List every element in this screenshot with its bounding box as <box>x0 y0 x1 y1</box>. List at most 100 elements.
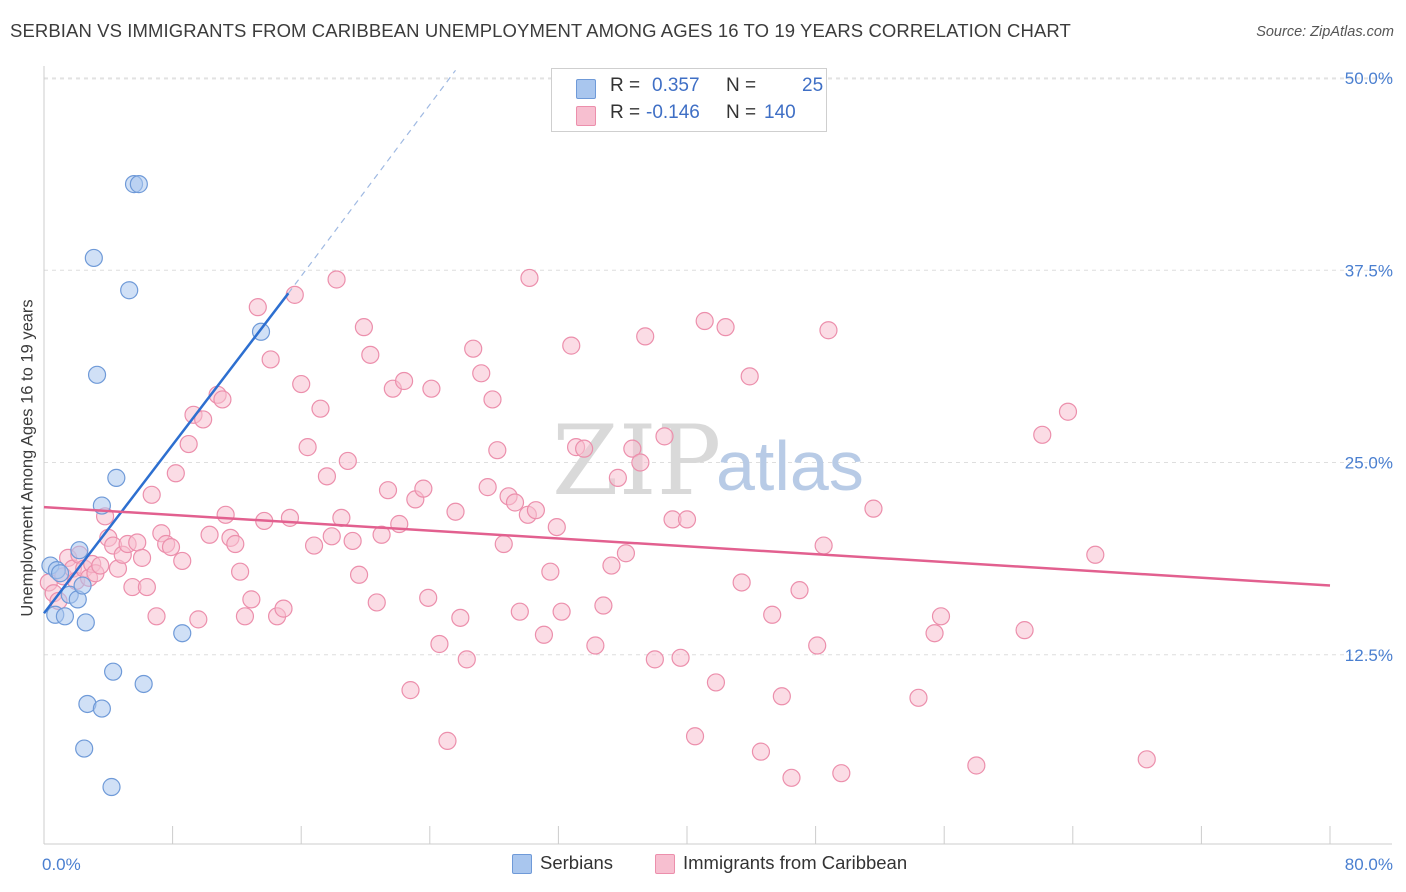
caribbean-point <box>1137 750 1156 769</box>
caribbean-point <box>161 537 181 557</box>
serbian-point <box>120 281 139 300</box>
caribbean-point <box>616 544 636 563</box>
caribbean-point <box>317 467 337 486</box>
serbian-point <box>55 607 74 626</box>
caribbean-point <box>235 607 255 626</box>
serbian-point <box>104 662 123 681</box>
caribbean-point <box>636 327 655 346</box>
caribbean-point <box>1058 402 1078 421</box>
serbian-points <box>41 175 271 797</box>
caribbean-point <box>298 438 317 457</box>
caribbean-point <box>716 318 735 337</box>
caribbean-point <box>280 508 300 527</box>
caribbean-point <box>1015 621 1034 640</box>
serbian-trend-extension <box>287 69 457 294</box>
caribbean-point <box>931 607 951 626</box>
serbian-trend-line <box>43 292 290 614</box>
source-label: Source: ZipAtlas.com <box>1256 24 1394 40</box>
caribbean-point <box>128 533 147 552</box>
bottom-legend-swatch-caribbean <box>655 854 675 874</box>
caribbean-point <box>732 573 751 592</box>
y-tick-label: 12.5% <box>1345 646 1393 665</box>
caribbean-point <box>292 374 311 394</box>
caribbean-point <box>510 602 529 621</box>
serbian-point <box>75 739 94 758</box>
caribbean-point <box>685 727 705 746</box>
caribbean-point <box>562 336 581 355</box>
caribbean-point <box>655 427 674 446</box>
caribbean-point <box>594 596 613 615</box>
serbian-point <box>87 365 107 384</box>
caribbean-point <box>772 687 791 706</box>
caribbean-point <box>438 731 457 750</box>
serbian-point <box>70 541 89 560</box>
caribbean-point <box>1086 545 1105 564</box>
caribbean-point <box>189 610 208 629</box>
caribbean-point <box>472 364 491 383</box>
caribbean-point <box>248 298 267 317</box>
caribbean-point <box>740 367 759 386</box>
caribbean-point <box>483 390 502 409</box>
caribbean-point <box>808 636 827 655</box>
serbian-point <box>84 248 103 268</box>
caribbean-point <box>200 525 219 544</box>
caribbean-point <box>526 501 545 520</box>
watermark-atlas: atlas <box>716 427 864 505</box>
serbian-point <box>173 624 192 643</box>
caribbean-point <box>782 768 801 787</box>
caribbean-point <box>909 688 928 707</box>
axes <box>43 66 1392 845</box>
legend-n-value-caribbean: 140 <box>764 102 796 123</box>
serbian-point <box>73 576 92 595</box>
caribbean-point <box>173 551 192 571</box>
caribbean-point <box>488 441 507 460</box>
caribbean-point <box>645 650 664 669</box>
caribbean-point <box>763 605 782 624</box>
serbian-point <box>107 468 126 487</box>
legend-n-label: N = <box>726 75 757 96</box>
caribbean-point <box>394 371 414 391</box>
bottom-legend-swatch-serbians <box>512 854 532 874</box>
caribbean-point <box>1033 425 1052 444</box>
legend-swatch-caribbean <box>576 106 596 126</box>
caribbean-point <box>372 525 391 544</box>
caribbean-point <box>354 318 373 337</box>
caribbean-point <box>419 588 438 607</box>
bottom-legend-label-caribbean: Immigrants from Caribbean <box>683 852 908 873</box>
caribbean-point <box>751 742 771 761</box>
y-tick-label: 25.0% <box>1345 454 1393 473</box>
caribbean-point <box>464 339 483 358</box>
caribbean-point <box>457 650 476 669</box>
caribbean-point <box>547 517 566 537</box>
legend-r-value-caribbean: -0.146 <box>646 102 700 123</box>
caribbean-point <box>451 608 470 627</box>
caribbean-point <box>925 624 944 643</box>
caribbean-point <box>790 581 809 600</box>
caribbean-point <box>242 590 261 609</box>
caribbean-point <box>677 510 697 529</box>
bottom-legend-label-serbians: Serbians <box>540 852 614 873</box>
legend-r-label: R = <box>610 102 641 123</box>
caribbean-point <box>414 479 433 498</box>
caribbean-point <box>226 534 245 554</box>
serbian-point <box>50 564 70 583</box>
caribbean-point <box>494 534 513 554</box>
caribbean-point <box>304 536 324 555</box>
caribbean-point <box>430 634 449 654</box>
caribbean-point <box>864 499 883 518</box>
serbian-point <box>134 674 153 694</box>
serbian-point <box>102 777 121 797</box>
caribbean-point <box>349 565 369 584</box>
correlation-legend: R = 0.357 N = 25 R = -0.146 N = 140 <box>551 68 827 132</box>
caribbean-point <box>575 439 594 458</box>
caribbean-point <box>706 673 726 692</box>
x-tick-label: 80.0% <box>1345 855 1393 874</box>
caribbean-point <box>166 464 185 483</box>
caribbean-point <box>213 390 232 409</box>
caribbean-point <box>832 764 851 783</box>
caribbean-points <box>39 268 1156 787</box>
watermark: ZIP atlas <box>552 405 864 517</box>
caribbean-point <box>401 681 420 700</box>
caribbean-point <box>586 636 605 655</box>
